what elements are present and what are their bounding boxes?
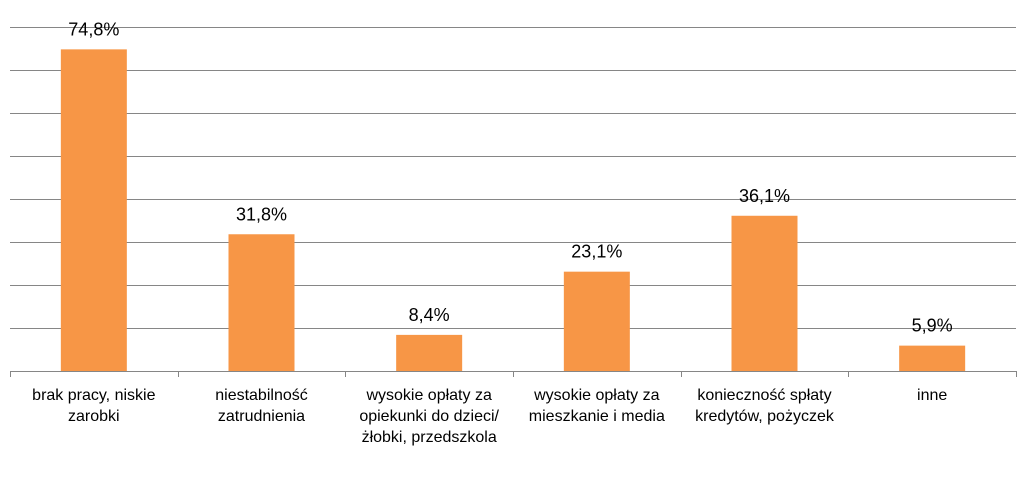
value-label: 31,8% bbox=[236, 204, 287, 224]
bar bbox=[228, 234, 295, 371]
value-label: 5,9% bbox=[912, 316, 953, 336]
x-tick-label: wysokie opłaty za mieszkanie i media bbox=[528, 387, 665, 425]
x-tick-label: niestabilność zatrudnienia bbox=[215, 387, 308, 425]
bar bbox=[899, 345, 966, 371]
x-tick-label: wysokie opłaty za opiekunki do dzieci/ ż… bbox=[359, 387, 499, 446]
bar bbox=[731, 215, 798, 371]
bar bbox=[60, 49, 127, 372]
bar bbox=[563, 271, 630, 371]
value-label: 74,8% bbox=[68, 19, 119, 39]
x-tick-label: brak pracy, niskie zarobki bbox=[32, 387, 156, 425]
value-label: 8,4% bbox=[409, 305, 450, 325]
bar bbox=[396, 334, 463, 371]
value-label: 23,1% bbox=[571, 242, 622, 262]
value-label: 36,1% bbox=[739, 186, 790, 206]
x-tick-label: inne bbox=[917, 387, 948, 404]
x-tick-label: konieczność spłaty kredytów, pożyczek bbox=[695, 387, 834, 425]
